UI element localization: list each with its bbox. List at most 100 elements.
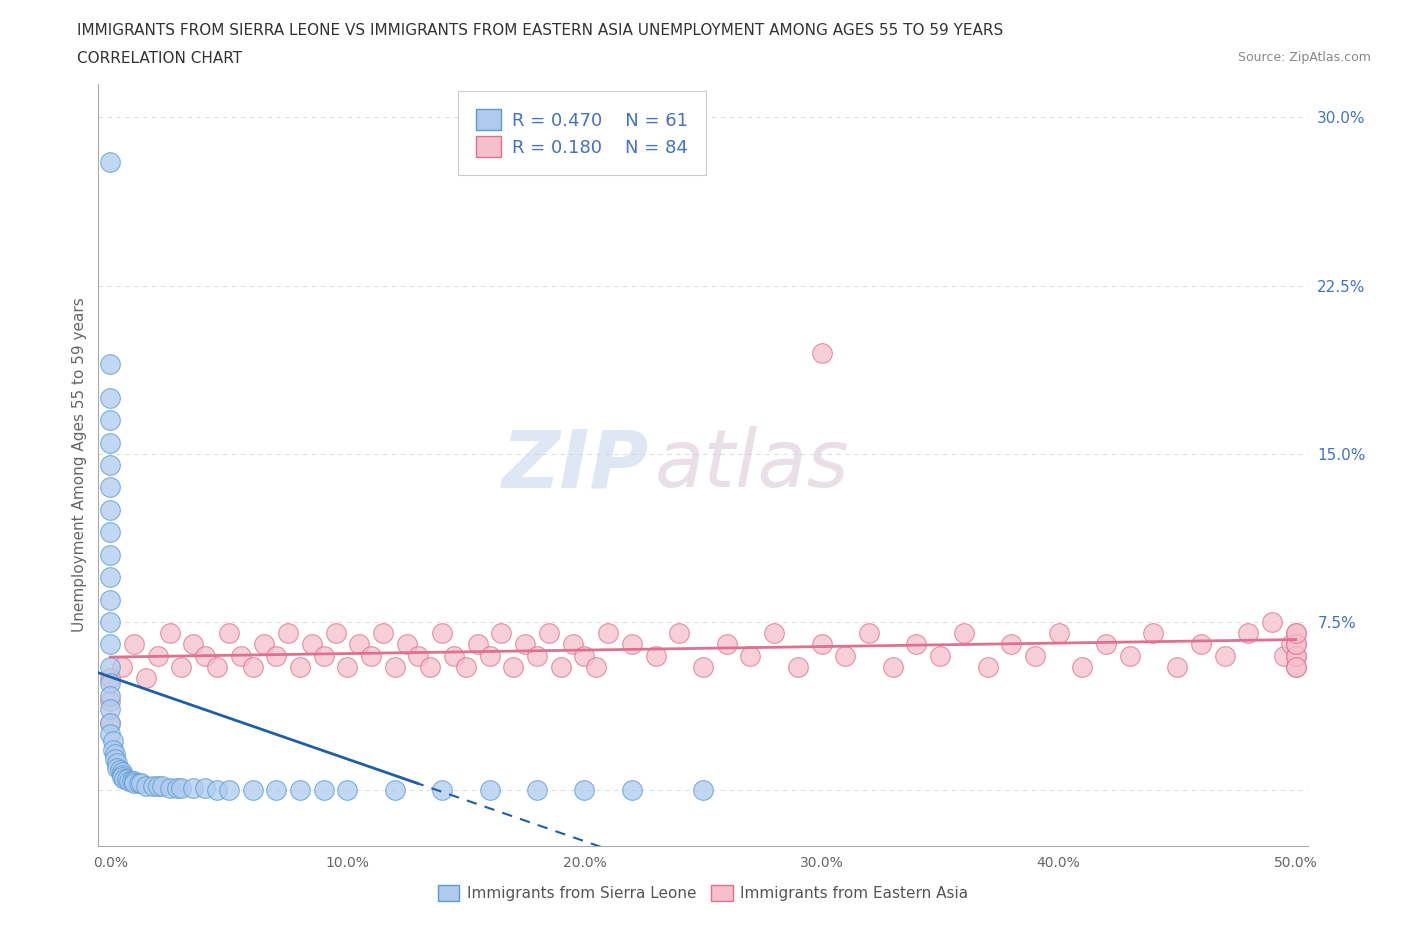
Point — [115, 772, 138, 787]
Point — [858, 626, 880, 641]
Y-axis label: Unemployment Among Ages 55 to 59 years: Unemployment Among Ages 55 to 59 years — [72, 298, 87, 632]
Point — [104, 751, 127, 766]
Point — [408, 648, 430, 663]
Point — [1213, 648, 1236, 663]
Point — [716, 637, 738, 652]
Point — [288, 659, 311, 674]
Point — [135, 671, 157, 685]
Point — [1095, 637, 1118, 652]
Point — [443, 648, 465, 663]
Point — [325, 626, 347, 641]
Point — [98, 693, 121, 708]
Point — [98, 480, 121, 495]
Point — [1285, 637, 1308, 652]
Point — [135, 778, 157, 793]
Point — [526, 648, 548, 663]
Point — [122, 637, 145, 652]
Text: Source: ZipAtlas.com: Source: ZipAtlas.com — [1237, 51, 1371, 64]
Point — [152, 778, 174, 793]
Point — [644, 648, 666, 663]
Point — [98, 715, 121, 730]
Point — [114, 772, 136, 787]
Point — [491, 626, 513, 641]
Point — [111, 764, 134, 779]
Point — [432, 626, 454, 641]
Point — [810, 345, 832, 360]
Point — [146, 778, 169, 793]
Point — [181, 780, 204, 795]
Point — [882, 659, 904, 674]
Point — [952, 626, 974, 641]
Point — [242, 659, 264, 674]
Point — [395, 637, 418, 652]
Point — [1237, 626, 1260, 641]
Point — [205, 659, 228, 674]
Point — [1047, 626, 1070, 641]
Point — [478, 648, 501, 663]
Point — [1272, 648, 1295, 663]
Point — [98, 702, 121, 717]
Text: CORRELATION CHART: CORRELATION CHART — [77, 51, 242, 66]
Point — [1285, 648, 1308, 663]
Text: ZIP: ZIP — [501, 426, 648, 504]
Point — [101, 742, 124, 757]
Point — [122, 776, 145, 790]
Point — [312, 783, 335, 798]
Point — [98, 659, 121, 674]
Point — [301, 637, 323, 652]
Point — [1119, 648, 1142, 663]
Point — [810, 637, 832, 652]
Point — [194, 648, 217, 663]
Point — [98, 637, 121, 652]
Point — [1000, 637, 1022, 652]
Point — [347, 637, 370, 652]
Point — [1285, 648, 1308, 663]
Point — [620, 637, 643, 652]
Point — [98, 547, 121, 562]
Text: atlas: atlas — [655, 426, 849, 504]
Point — [786, 659, 808, 674]
Point — [371, 626, 394, 641]
Point — [574, 783, 596, 798]
Point — [111, 659, 134, 674]
Point — [118, 774, 141, 789]
Point — [360, 648, 382, 663]
Point — [105, 761, 128, 776]
Point — [561, 637, 583, 652]
Point — [692, 659, 714, 674]
Point — [1285, 626, 1308, 641]
Point — [526, 783, 548, 798]
Point — [218, 783, 240, 798]
Point — [98, 502, 121, 517]
Point — [194, 780, 217, 795]
Point — [108, 763, 131, 777]
Point — [98, 413, 121, 428]
Point — [478, 783, 501, 798]
Point — [1285, 659, 1308, 674]
Point — [104, 747, 127, 762]
Point — [1285, 659, 1308, 674]
Point — [128, 776, 150, 790]
Point — [763, 626, 786, 641]
Point — [1189, 637, 1212, 652]
Point — [121, 774, 143, 789]
Point — [253, 637, 276, 652]
Point — [98, 715, 121, 730]
Point — [98, 671, 121, 685]
Point — [264, 648, 287, 663]
Point — [111, 769, 134, 784]
Point — [1285, 626, 1308, 641]
Text: IMMIGRANTS FROM SIERRA LEONE VS IMMIGRANTS FROM EASTERN ASIA UNEMPLOYMENT AMONG : IMMIGRANTS FROM SIERRA LEONE VS IMMIGRAN… — [77, 23, 1004, 38]
Point — [432, 783, 454, 798]
Point — [98, 435, 121, 450]
Point — [98, 675, 121, 690]
Point — [1142, 626, 1164, 641]
Point — [1285, 637, 1308, 652]
Point — [205, 783, 228, 798]
Point — [229, 648, 252, 663]
Point — [170, 780, 193, 795]
Point — [336, 783, 359, 798]
Point — [574, 648, 596, 663]
Point — [384, 659, 406, 674]
Point — [929, 648, 952, 663]
